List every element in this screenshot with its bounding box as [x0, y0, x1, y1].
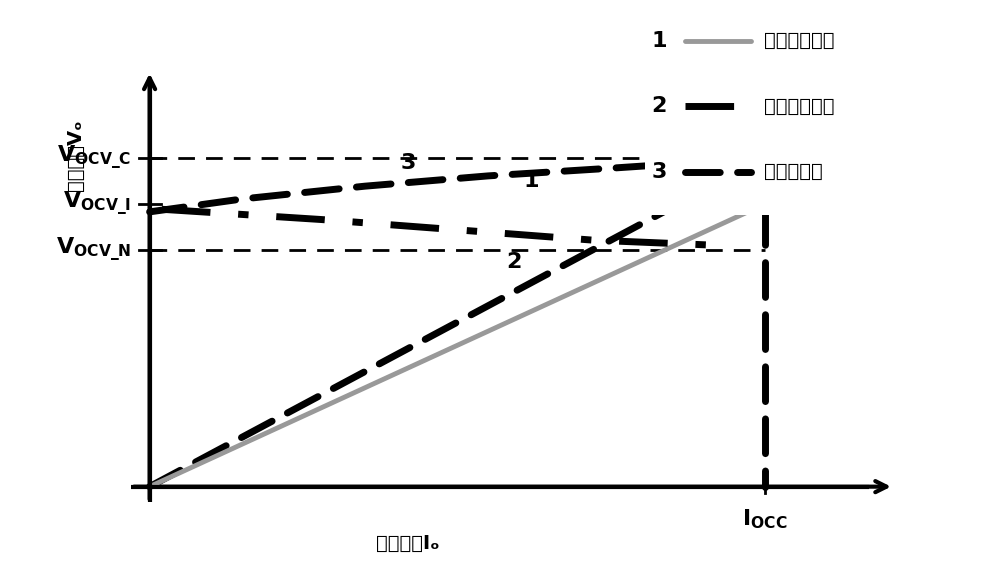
Text: 2: 2 — [506, 252, 522, 272]
Text: 1: 1 — [523, 171, 539, 191]
Text: 1: 1 — [652, 31, 667, 51]
Text: 输出电流Iₒ: 输出电流Iₒ — [376, 534, 440, 553]
Text: $\mathbf{I_{OCC}}$: $\mathbf{I_{OCC}}$ — [742, 507, 787, 531]
Text: 线缆补偿后: 线缆补偿后 — [764, 162, 823, 181]
Text: $\mathbf{V_{OCV\_I}}$: $\mathbf{V_{OCV\_I}}$ — [63, 190, 131, 218]
Text: 输出电压Vₒ: 输出电压Vₒ — [66, 120, 85, 191]
Text: 理想电压曲线: 理想电压曲线 — [764, 31, 834, 50]
Text: 3: 3 — [400, 153, 416, 174]
Text: $\mathbf{V_{OCV\_N}}$: $\mathbf{V_{OCV\_N}}$ — [56, 236, 131, 264]
Text: 不加线缆补偿: 不加线缆补偿 — [764, 97, 834, 116]
Text: $\mathbf{V_{OCV\_C}}$: $\mathbf{V_{OCV\_C}}$ — [57, 144, 131, 172]
Text: 3: 3 — [652, 162, 667, 182]
Text: 2: 2 — [652, 96, 667, 116]
